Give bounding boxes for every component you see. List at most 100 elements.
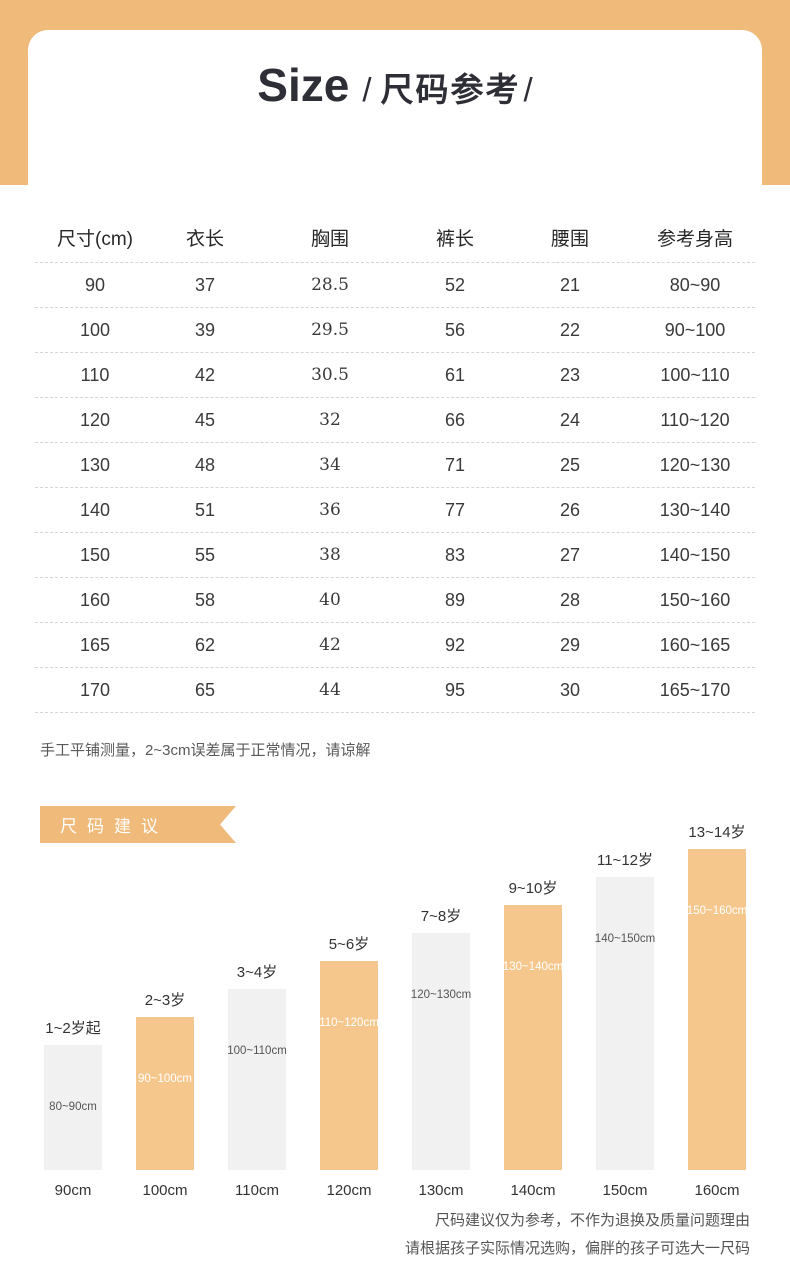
table-cell: 21 (559, 274, 581, 295)
table-cell: 160~165 (659, 634, 731, 655)
table-cell: 100~110 (660, 364, 730, 385)
footer-notes: 尺码建议仅为参考，不作为退换及质量问题理由 请根据孩子实际情况选购，偏胖的孩子可… (0, 1207, 750, 1263)
table-cell: 40 (319, 590, 341, 610)
table-row: 170 65 44 95 30 165~170 (35, 668, 755, 713)
table-cell: 130~140 (659, 499, 731, 520)
table-cell: 36 (319, 500, 341, 520)
table-cell: 58 (194, 589, 216, 610)
title-card: Size / 尺码参考 / (28, 30, 762, 202)
table-cell: 29.5 (311, 320, 349, 340)
title-chinese: 尺码参考 (380, 71, 521, 108)
table-cell: 27 (559, 544, 581, 565)
height-range-label: 90~100cm (137, 1073, 193, 1085)
table-cell: 95 (444, 679, 466, 700)
height-bar: 100~110cm (227, 989, 287, 1170)
size-table: 尺寸(cm) 衣长 胸围 裤长 腰围 参考身高 90 37 28.5 52 21 80~90 100 39… (35, 213, 755, 713)
table-cell: 120~130 (659, 454, 731, 475)
table-cell: 110 (80, 364, 110, 385)
size-suggestion-ribbon: 尺码建议 (40, 806, 236, 843)
table-cell: 71 (444, 454, 466, 475)
table-cell: 55 (194, 544, 216, 565)
table-header-cell: 衣长 (185, 229, 224, 250)
ribbon-label: 尺码建议 (60, 817, 168, 836)
table-row: 110 42 30.5 61 23 100~110 (35, 353, 755, 398)
table-cell: 62 (194, 634, 216, 655)
footer-note-line: 尺码建议仅为参考，不作为退换及质量问题理由 (434, 1212, 750, 1229)
table-row: 160 58 40 89 28 150~160 (35, 578, 755, 623)
height-range-label: 100~110cm (227, 1045, 287, 1057)
table-row: 130 48 34 71 25 120~130 (35, 443, 755, 488)
table-row: 120 45 32 66 24 110~120 (35, 398, 755, 443)
table-row: 165 62 42 92 29 160~165 (35, 623, 755, 668)
bar-group: 3~4岁 100~110cm 110cm (219, 961, 295, 1199)
table-row: 90 37 28.5 52 21 80~90 (35, 263, 755, 308)
table-cell: 28.5 (311, 275, 349, 295)
table-cell: 24 (559, 409, 581, 430)
table-cell: 37 (194, 274, 216, 295)
age-label: 2~3岁 (144, 992, 186, 1009)
table-cell: 48 (194, 454, 216, 475)
age-label: 11~12岁 (596, 852, 654, 869)
table-cell: 66 (444, 409, 466, 430)
table-header-cell: 参考身高 (656, 229, 733, 250)
height-range-label: 120~130cm (410, 989, 472, 1001)
height-bar: 90~100cm (136, 1017, 194, 1170)
bar-group: 5~6岁 110~120cm 120cm (311, 933, 387, 1199)
size-axis-label: 150cm (602, 1182, 648, 1199)
table-cell: 90~100 (664, 319, 726, 340)
table-cell: 25 (559, 454, 581, 475)
height-range-label: 110~120cm (319, 1017, 379, 1029)
table-cell: 61 (444, 364, 466, 385)
table-cell: 83 (444, 544, 466, 565)
table-cell: 34 (319, 455, 341, 475)
table-cell: 80~90 (669, 274, 721, 295)
height-bar: 110~120cm (319, 961, 379, 1170)
height-bar: 130~140cm (503, 905, 563, 1170)
table-cell: 32 (319, 410, 341, 430)
title-english: Size (257, 59, 350, 111)
table-cell: 39 (194, 319, 216, 340)
age-label: 1~2岁起 (45, 1020, 101, 1037)
table-cell: 92 (444, 634, 466, 655)
table-cell: 110~120 (660, 409, 730, 430)
table-cell: 42 (194, 364, 216, 385)
height-range-label: 150~160cm (686, 905, 748, 917)
bar-group: 9~10岁 130~140cm 140cm (495, 877, 571, 1199)
title-slash: / (523, 71, 533, 108)
table-cell: 44 (319, 680, 341, 700)
bar-group: 11~12岁 140~150cm 150cm (587, 849, 663, 1199)
table-cell: 90 (84, 274, 106, 295)
table-cell: 170 (79, 679, 111, 700)
size-axis-label: 130cm (418, 1182, 464, 1199)
title-slash: / (362, 71, 372, 108)
table-header-cell: 裤长 (435, 229, 474, 250)
size-axis-label: 120cm (326, 1182, 372, 1199)
size-axis-label: 90cm (54, 1182, 92, 1199)
table-cell: 26 (559, 499, 581, 520)
measure-note: 手工平铺测量，2~3cm误差属于正常情况，请谅解 (40, 742, 371, 759)
size-axis-label: 160cm (694, 1182, 740, 1199)
size-axis-label: 140cm (510, 1182, 556, 1199)
table-cell: 52 (444, 274, 466, 295)
table-cell: 23 (559, 364, 581, 385)
size-axis-label: 110cm (235, 1182, 279, 1199)
table-cell: 29 (559, 634, 581, 655)
bar-group: 2~3岁 90~100cm 100cm (127, 989, 203, 1199)
table-header-cell: 尺寸(cm) (57, 229, 133, 250)
height-bar: 140~150cm (594, 877, 656, 1170)
page-title: Size / 尺码参考 / (257, 58, 532, 112)
table-header-cell: 胸围 (310, 229, 349, 250)
height-bar: 120~130cm (410, 933, 472, 1170)
table-cell: 140~150 (659, 544, 731, 565)
bar-chart: 1~2岁起 80~90cm 90cm 2~3岁 90~100cm 100cm 3~4岁 100… (35, 821, 755, 1199)
table-cell: 65 (194, 679, 216, 700)
table-row: 100 39 29.5 56 22 90~100 (35, 308, 755, 353)
table-header-cell: 腰围 (550, 229, 589, 250)
bar-group: 7~8岁 120~130cm 130cm (403, 905, 479, 1199)
height-range-label: 140~150cm (594, 933, 656, 945)
height-bar: 150~160cm (686, 849, 748, 1170)
table-cell: 51 (194, 499, 216, 520)
table-cell: 42 (319, 635, 341, 655)
table-cell: 150~160 (659, 589, 731, 610)
